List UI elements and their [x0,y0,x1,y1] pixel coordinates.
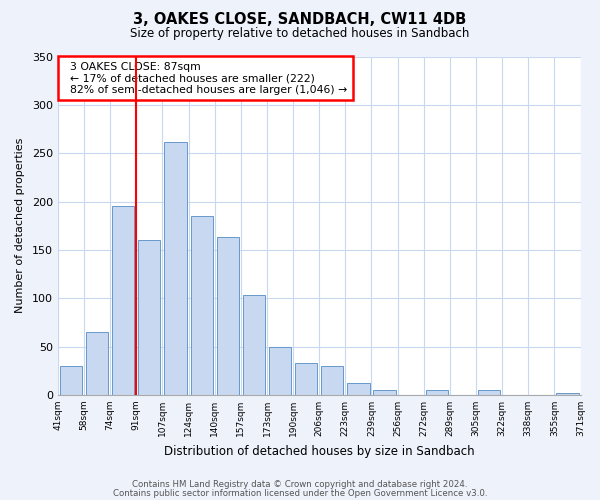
Bar [295,363,317,395]
Bar [243,296,265,395]
Bar [112,206,134,395]
Bar [191,216,213,395]
Bar [425,390,448,395]
Text: 3, OAKES CLOSE, SANDBACH, CW11 4DB: 3, OAKES CLOSE, SANDBACH, CW11 4DB [133,12,467,28]
Text: 3 OAKES CLOSE: 87sqm
  ← 17% of detached houses are smaller (222)
  82% of semi-: 3 OAKES CLOSE: 87sqm ← 17% of detached h… [63,62,347,95]
Bar [86,332,108,395]
Bar [321,366,343,395]
Bar [478,390,500,395]
Bar [164,142,187,395]
Bar [347,384,370,395]
Bar [373,390,395,395]
Bar [556,393,578,395]
Text: Size of property relative to detached houses in Sandbach: Size of property relative to detached ho… [130,28,470,40]
Bar [217,238,239,395]
Bar [269,346,291,395]
Text: Contains public sector information licensed under the Open Government Licence v3: Contains public sector information licen… [113,488,487,498]
X-axis label: Distribution of detached houses by size in Sandbach: Distribution of detached houses by size … [164,444,475,458]
Bar [60,366,82,395]
Bar [138,240,160,395]
Y-axis label: Number of detached properties: Number of detached properties [15,138,25,314]
Text: Contains HM Land Registry data © Crown copyright and database right 2024.: Contains HM Land Registry data © Crown c… [132,480,468,489]
